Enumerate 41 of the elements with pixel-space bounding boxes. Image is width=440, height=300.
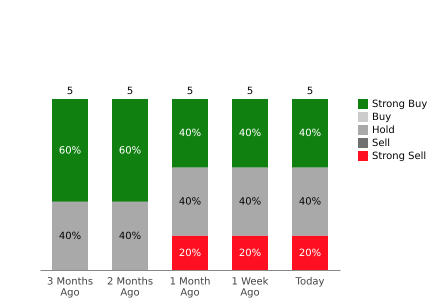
data-label: 40%: [58, 230, 82, 242]
bar: [112, 202, 148, 270]
annotation: 5: [66, 86, 74, 97]
bar: [292, 167, 328, 236]
x-tick-label: 1 Week Ago: [232, 276, 269, 298]
data-label: 40%: [118, 230, 142, 242]
bar: [292, 236, 328, 270]
bar: [292, 99, 328, 168]
data-label: 40%: [178, 128, 202, 140]
bar: [232, 236, 268, 270]
data-label: 40%: [178, 196, 202, 208]
legend-label: Buy: [372, 112, 392, 123]
annotation: 5: [306, 86, 314, 97]
data-label: 40%: [298, 196, 322, 208]
x-tick-label: 1 Month Ago: [170, 276, 210, 298]
bar: [172, 99, 208, 168]
data-label: 60%: [118, 145, 142, 156]
data-label: 40%: [238, 128, 262, 140]
bar: [52, 99, 88, 202]
bar: [172, 167, 208, 236]
data-label: 20%: [298, 248, 322, 259]
data-label: 20%: [178, 248, 202, 259]
data-label: 20%: [238, 248, 262, 259]
bar: [232, 167, 268, 236]
annotation: 5: [186, 86, 194, 97]
x-tick-label: 3 Months Ago: [46, 276, 94, 298]
legend-label: Hold: [372, 125, 395, 136]
annotation: 5: [246, 86, 254, 97]
data-label: 40%: [238, 196, 262, 208]
bar: [232, 99, 268, 168]
legend-label: Sell: [372, 138, 390, 149]
x-tick-label: 2 Months Ago: [106, 276, 154, 298]
bar: [52, 202, 88, 270]
legend-label: Strong Buy: [372, 99, 428, 110]
bar: [112, 99, 148, 202]
annotation: 5: [126, 86, 134, 97]
x-tick-label: Today: [294, 276, 325, 288]
data-label: 60%: [58, 145, 82, 156]
data-label: 40%: [298, 128, 322, 140]
bar: [172, 236, 208, 270]
legend-label: Strong Sell: [372, 151, 426, 162]
